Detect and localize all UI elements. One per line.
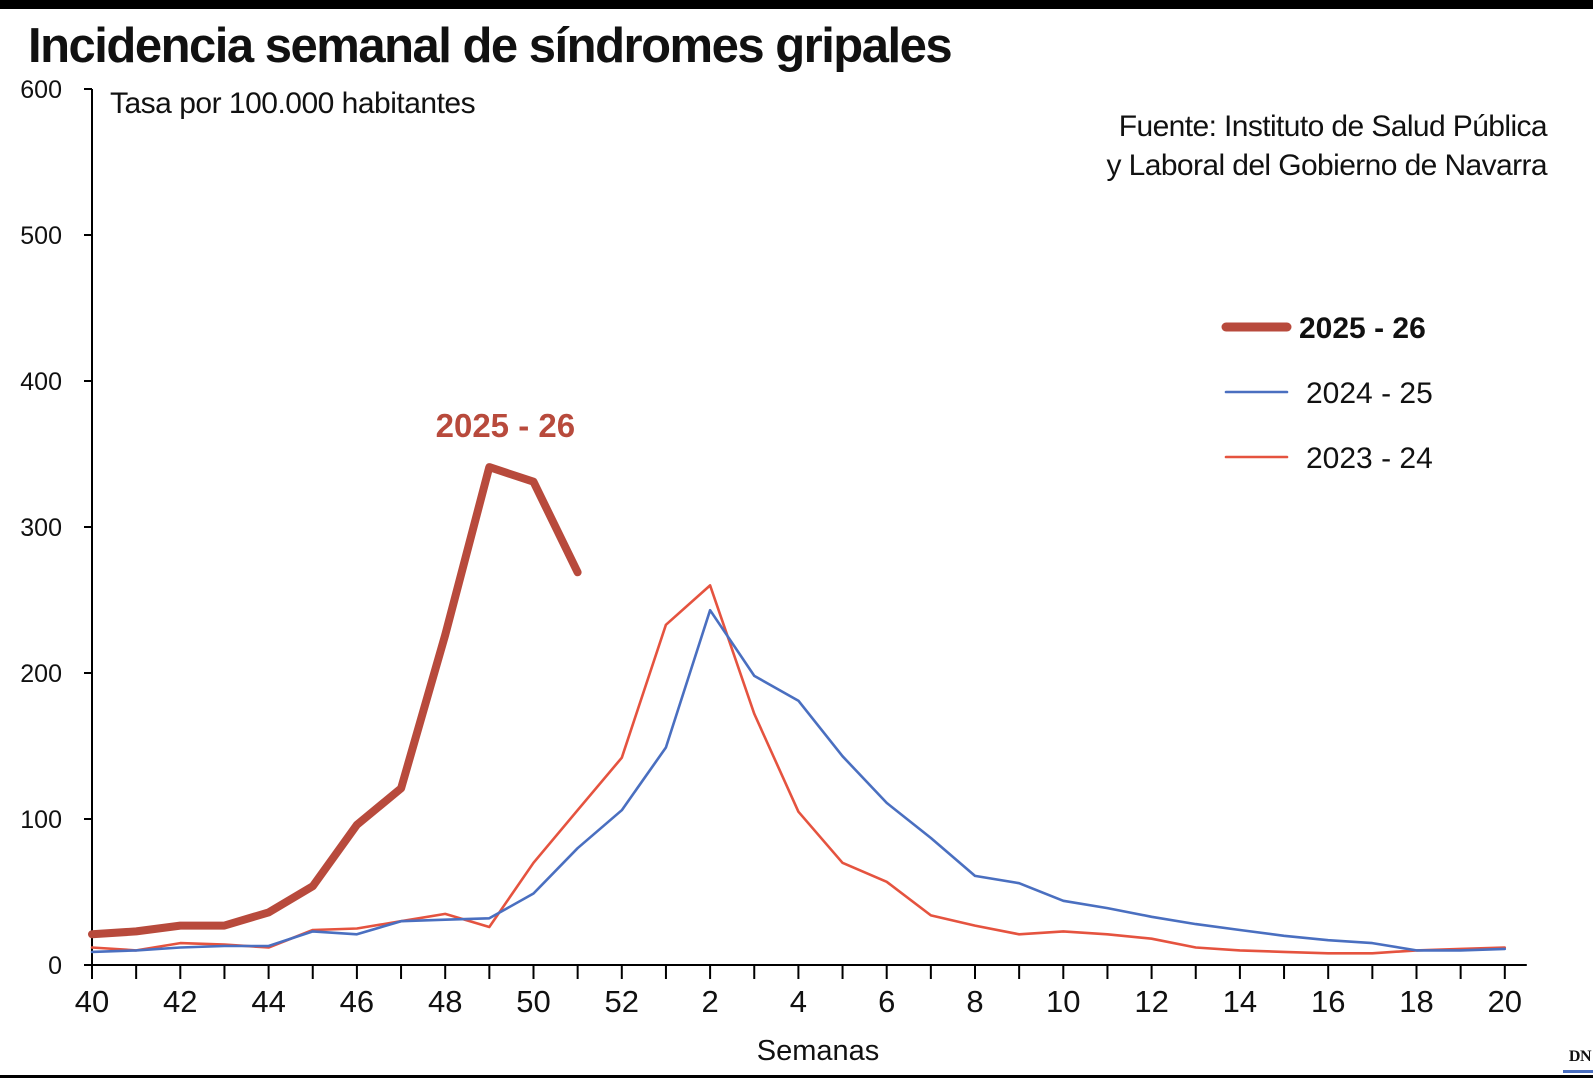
- y-tick-label: 200: [20, 660, 62, 688]
- x-tick-label: 42: [163, 984, 197, 1019]
- source-line-1: Fuente: Instituto de Salud Pública: [1118, 110, 1548, 143]
- x-tick-label: 40: [75, 984, 109, 1019]
- x-tick-label: 2: [701, 984, 718, 1019]
- bottom-rule: [0, 1075, 1593, 1078]
- chart-subtitle: Tasa por 100.000 habitantes: [110, 87, 476, 120]
- y-tick-label: 600: [20, 76, 62, 104]
- y-tick-label: 0: [48, 952, 62, 980]
- brand-logo: DN: [1568, 1048, 1592, 1065]
- x-tick-label: 52: [605, 984, 639, 1019]
- legend-label: 2023 - 24: [1306, 442, 1433, 475]
- y-tick-label: 300: [20, 514, 62, 542]
- x-tick-label: 20: [1488, 984, 1522, 1019]
- x-axis-title: Semanas: [757, 1035, 880, 1067]
- x-tick-label: 16: [1311, 984, 1345, 1019]
- y-tick-label: 500: [20, 222, 62, 250]
- series-line-2024-25: [90, 608, 1507, 954]
- x-tick-label: 4: [790, 984, 807, 1019]
- peak-annotation: 2025 - 26: [436, 407, 575, 444]
- series-line-2025-26: [88, 463, 582, 939]
- x-tick-label: 50: [516, 984, 550, 1019]
- x-tick-label: 10: [1046, 984, 1080, 1019]
- x-tick-label: 18: [1399, 984, 1433, 1019]
- x-tick-label: 8: [966, 984, 983, 1019]
- x-tick-label: 14: [1223, 984, 1257, 1019]
- brand-underline: [1563, 1070, 1593, 1073]
- series-line-2023-24: [90, 584, 1507, 955]
- chart-title: Incidencia semanal de síndromes gripales: [28, 19, 953, 73]
- x-tick-label: 12: [1134, 984, 1168, 1019]
- source-line-2: y Laboral del Gobierno de Navarra: [1106, 149, 1548, 182]
- top-rule: [0, 0, 1593, 9]
- legend-label: 2025 - 26: [1299, 312, 1426, 345]
- x-tick-label: 48: [428, 984, 462, 1019]
- source-note: Fuente: Instituto de Salud Pública y Lab…: [1106, 107, 1548, 185]
- legend-label: 2024 - 25: [1306, 377, 1433, 410]
- x-tick-label: 6: [878, 984, 895, 1019]
- y-tick-label: 400: [20, 368, 62, 396]
- x-tick-label: 44: [251, 984, 285, 1019]
- x-tick-label: 46: [340, 984, 374, 1019]
- y-tick-label: 100: [20, 806, 62, 834]
